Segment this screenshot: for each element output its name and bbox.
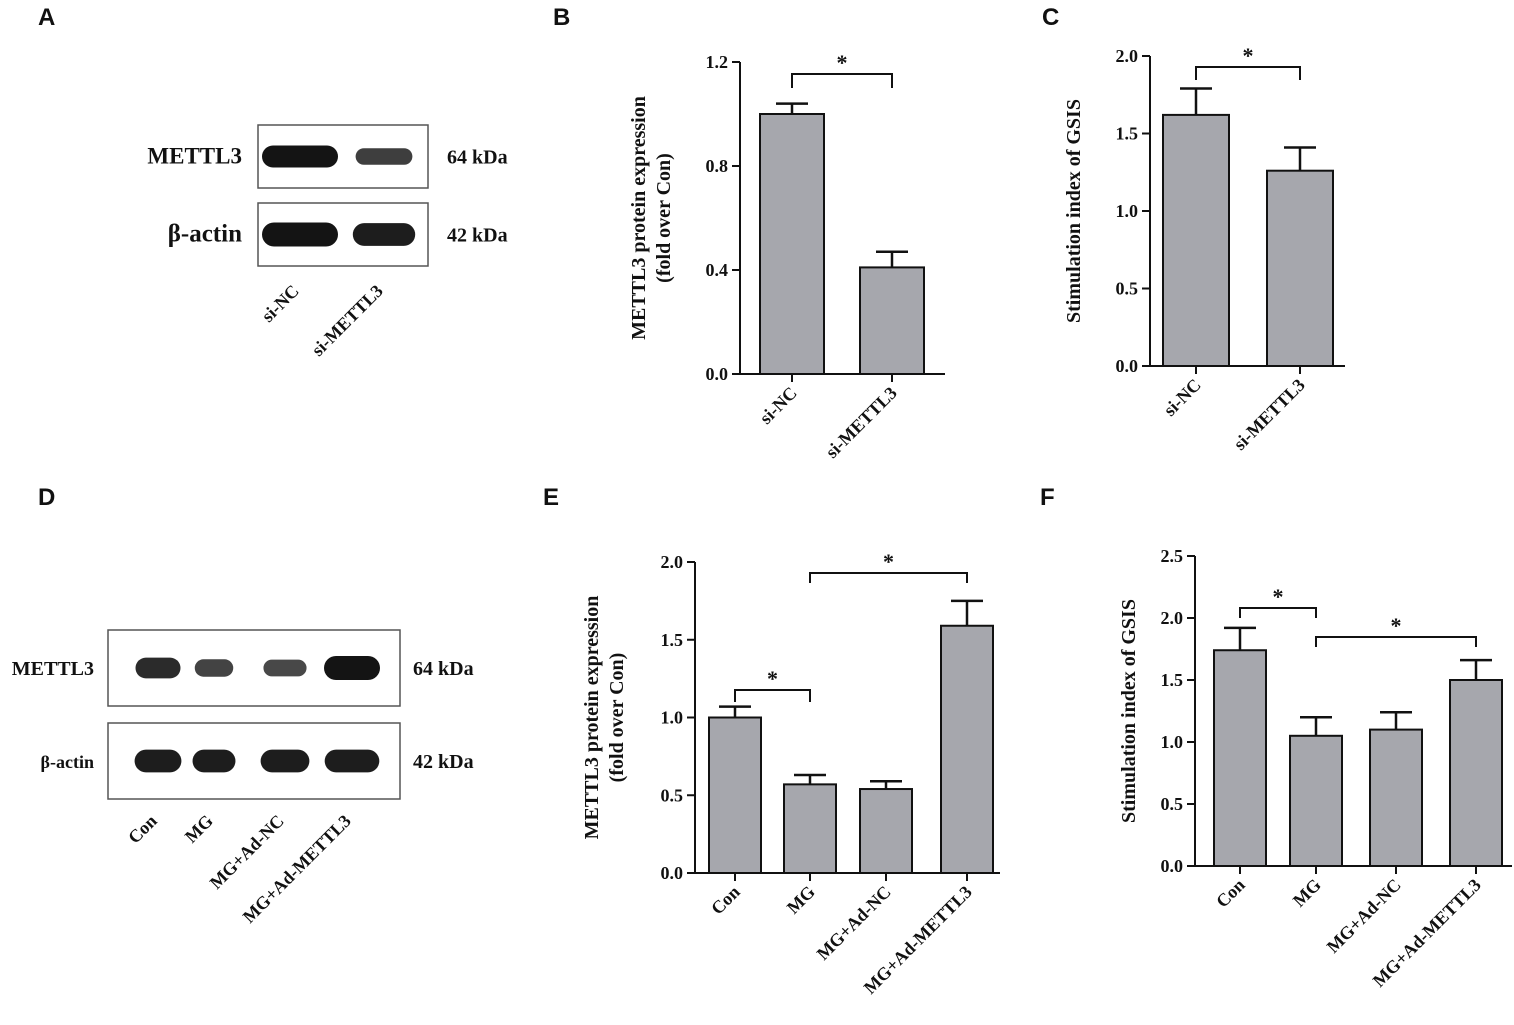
bar — [1162, 113, 1230, 368]
protein-band — [324, 749, 380, 773]
significance-star: * — [767, 666, 778, 691]
bar-chart-c: 0.0 0.5 1.0 1.5 2.0 Stimulation index of GSIS… — [1063, 43, 1345, 454]
x-tick-label: si-METTL3 — [822, 383, 901, 462]
panel-letter-b: B — [553, 4, 570, 31]
protein-band — [194, 659, 234, 677]
protein-label: β-actin — [41, 752, 94, 772]
y-tick-label: 1.5 — [1116, 124, 1139, 144]
protein-label: β-actin — [168, 221, 242, 248]
molecular-weight-label: 64 kDa — [447, 147, 508, 169]
bar — [1266, 169, 1334, 367]
bar-chart-f: 0.0 0.5 1.0 1.5 2.0 2.5 Stimulation index of G… — [1118, 546, 1512, 991]
bar-chart-e: 0.0 0.5 1.0 1.5 2.0 METTL3 protein expression… — [581, 549, 1000, 998]
y-axis-label: (fold over Con) — [653, 153, 675, 283]
y-axis-label: Stimulation index of GSIS — [1118, 599, 1140, 823]
y-tick-label: 1.5 — [1161, 670, 1184, 690]
y-axis-label: METTL3 protein expression — [581, 596, 603, 840]
x-tick-label: si-METTL3 — [1230, 375, 1309, 454]
bar — [940, 624, 994, 874]
y-tick-label: 0.0 — [661, 863, 684, 883]
significance-bracket — [791, 73, 893, 88]
x-tick-label: si-NC — [756, 383, 801, 428]
y-tick-label: 1.2 — [706, 52, 729, 72]
y-axis-label: METTL3 protein expression — [628, 96, 650, 340]
y-tick-label: 1.5 — [661, 630, 684, 650]
y-tick-label: 2.0 — [1161, 608, 1184, 628]
molecular-weight-label: 42 kDa — [413, 751, 474, 773]
panel-letter-a: A — [38, 4, 55, 31]
panel-letter-d: D — [38, 484, 55, 511]
x-tick-label: MG+Ad-NC — [1323, 875, 1405, 957]
western-blot-a: METTL3 64 kDa β-actin 42 kDa si-NC si-METTL3 — [147, 124, 508, 360]
bar — [783, 783, 837, 874]
panel-letter-c: C — [1042, 4, 1059, 31]
significance-bracket — [1239, 607, 1317, 618]
bar — [859, 788, 913, 875]
bar — [1289, 734, 1343, 867]
protein-band — [262, 145, 338, 168]
y-tick-label: 1.0 — [661, 708, 684, 728]
y-tick-label: 0.5 — [1116, 279, 1139, 299]
protein-band — [262, 222, 338, 247]
protein-band — [260, 749, 310, 773]
y-tick-label: 0.5 — [1161, 794, 1184, 814]
y-tick-label: 0.5 — [661, 785, 684, 805]
x-tick-label: MG — [783, 882, 819, 918]
significance-star: * — [837, 50, 848, 75]
significance-bracket — [734, 689, 811, 702]
lane-label: Con — [124, 811, 161, 848]
y-tick-label: 0.8 — [706, 156, 729, 176]
protein-band — [324, 656, 380, 680]
significance-star: * — [1243, 43, 1254, 68]
significance-bracket — [809, 572, 968, 583]
y-tick-label: 1.0 — [1161, 732, 1184, 752]
y-tick-label: 0.0 — [1161, 856, 1184, 876]
y-tick-label: 0.0 — [706, 364, 729, 384]
bar — [708, 716, 762, 874]
protein-label: METTL3 — [147, 144, 242, 169]
lane-label: si-METTL3 — [308, 281, 387, 360]
bar — [1213, 649, 1267, 867]
x-tick-label: si-NC — [1160, 375, 1205, 420]
protein-band — [355, 148, 413, 165]
molecular-weight-label: 64 kDa — [413, 658, 474, 680]
protein-band — [352, 223, 416, 246]
y-tick-label: 2.0 — [1116, 46, 1139, 66]
bar — [1449, 679, 1503, 867]
y-tick-label: 0.4 — [706, 260, 729, 280]
significance-star: * — [883, 549, 894, 574]
significance-bracket — [1315, 636, 1477, 647]
y-axis-label: Stimulation index of GSIS — [1063, 99, 1085, 323]
x-tick-label: MG — [1289, 875, 1325, 911]
protein-band — [263, 659, 307, 677]
lane-label: si-NC — [258, 281, 303, 326]
panel-letter-f: F — [1040, 484, 1055, 511]
significance-star: * — [1273, 584, 1284, 609]
lane-label: MG — [181, 811, 217, 847]
panel-letter-e: E — [543, 484, 559, 511]
y-axis-label: (fold over Con) — [606, 653, 628, 783]
protein-label: METTL3 — [12, 658, 94, 680]
molecular-weight-label: 42 kDa — [447, 225, 508, 247]
y-tick-label: 2.0 — [661, 552, 684, 572]
y-tick-label: 1.0 — [1116, 201, 1139, 221]
bar-chart-b: 0.0 0.4 0.8 1.2 METTL3 protein expression (fo… — [628, 50, 945, 462]
significance-star: * — [1391, 613, 1402, 638]
bar — [759, 113, 825, 375]
x-tick-label: Con — [1212, 875, 1249, 912]
x-tick-label: MG+Ad-NC — [813, 882, 895, 964]
y-tick-label: 2.5 — [1161, 546, 1184, 566]
protein-band — [134, 749, 182, 773]
y-tick-label: 0.0 — [1116, 356, 1139, 376]
significance-bracket — [1195, 66, 1301, 80]
bar — [1369, 728, 1423, 867]
x-tick-label: Con — [707, 882, 744, 919]
protein-band — [192, 749, 236, 773]
protein-band — [135, 657, 181, 679]
bar — [859, 266, 925, 375]
